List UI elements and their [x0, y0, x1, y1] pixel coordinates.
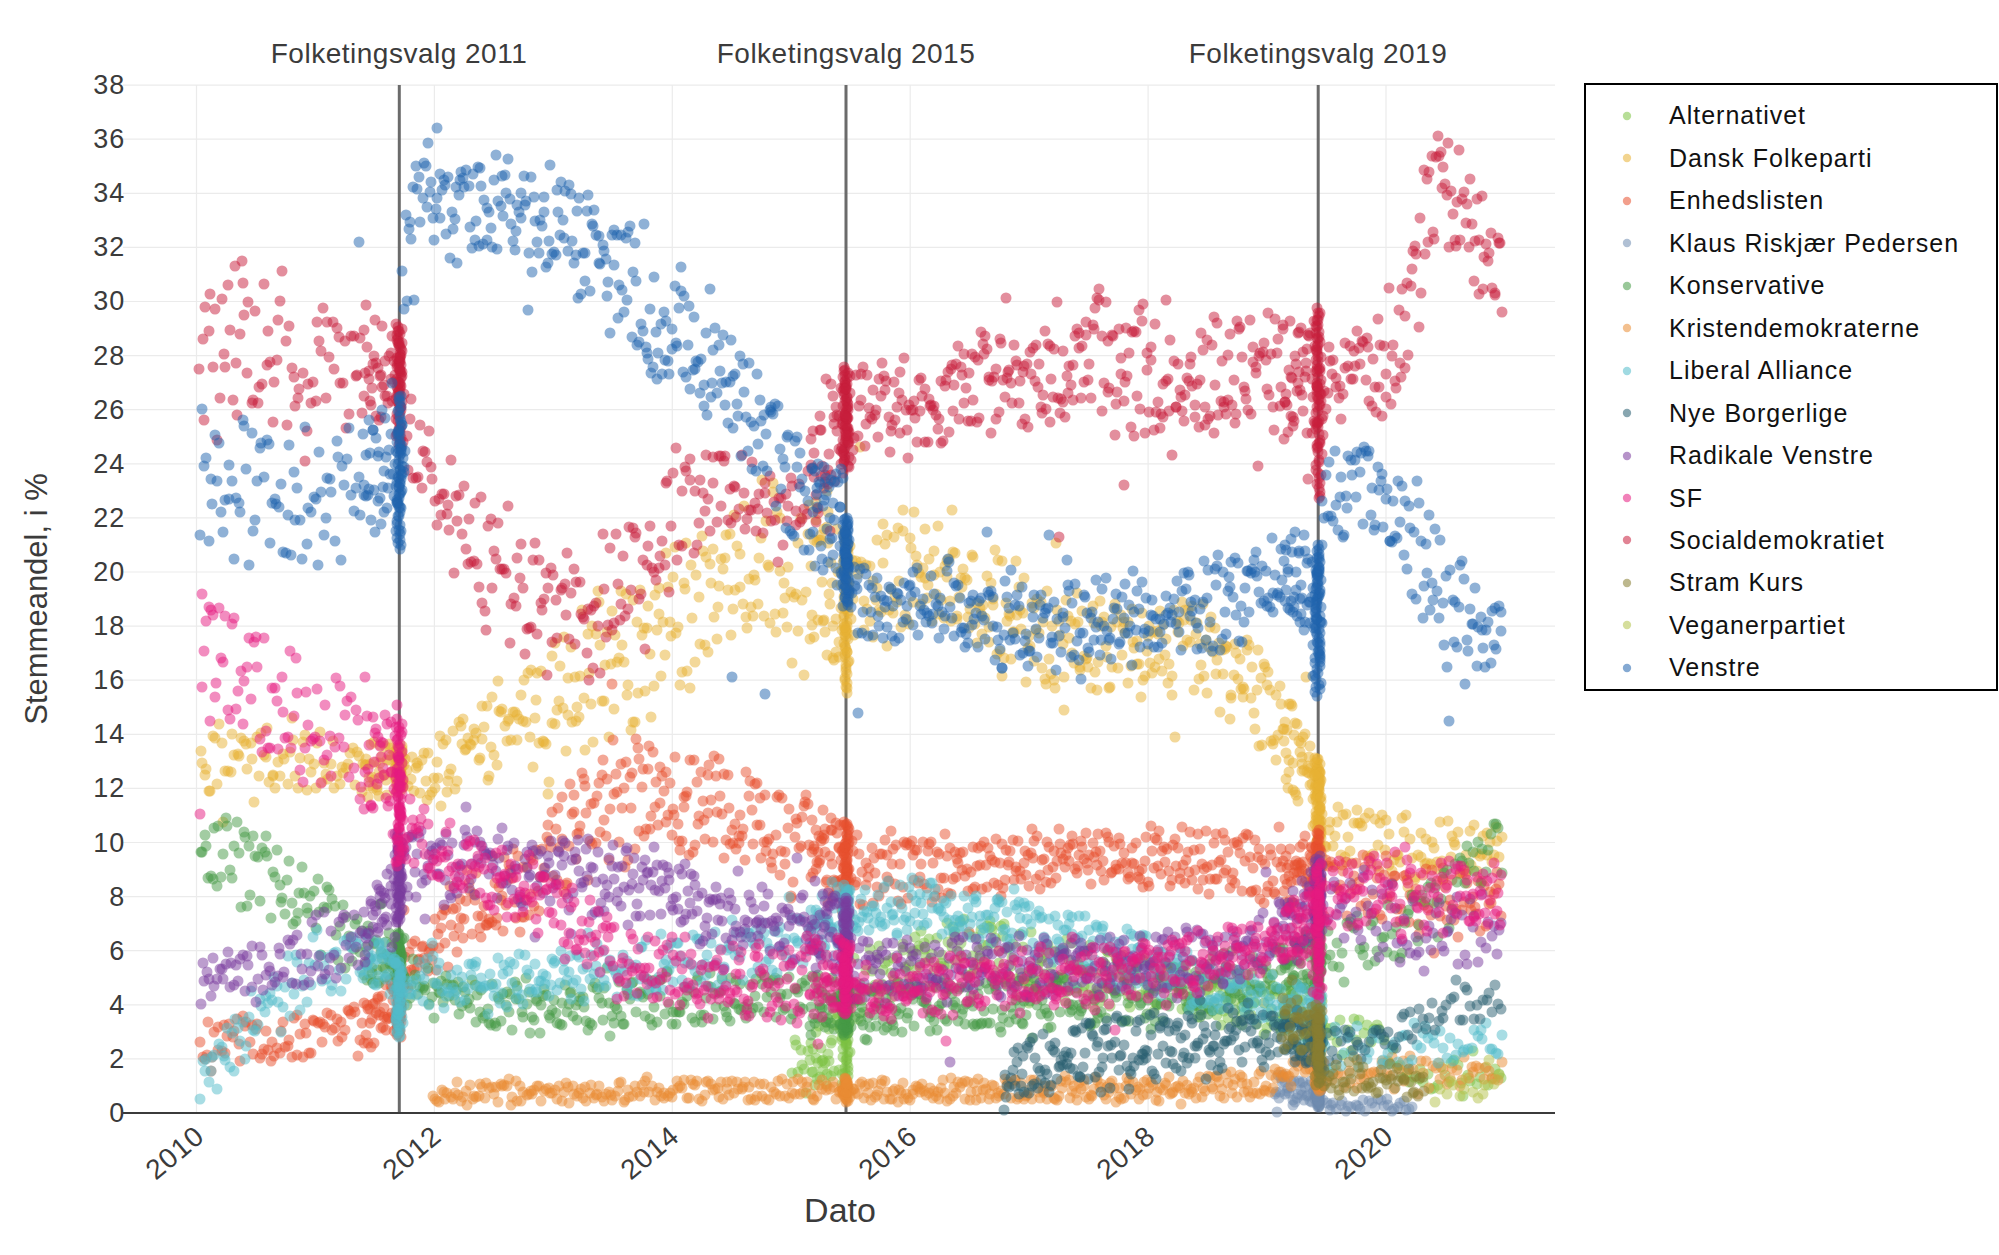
svg-text:2: 2 — [109, 1044, 125, 1074]
svg-text:8: 8 — [109, 882, 125, 912]
svg-text:36: 36 — [93, 124, 125, 154]
svg-text:22: 22 — [93, 503, 125, 533]
svg-text:26: 26 — [93, 395, 125, 425]
svg-text:2016: 2016 — [853, 1120, 923, 1186]
svg-text:2012: 2012 — [377, 1120, 447, 1186]
svg-text:Klaus Riskjær Pedersen: Klaus Riskjær Pedersen — [1669, 229, 1959, 257]
svg-text:Konservative: Konservative — [1669, 271, 1826, 299]
svg-text:4: 4 — [109, 990, 125, 1020]
svg-text:Dato: Dato — [804, 1191, 876, 1229]
svg-text:Folketingsvalg 2011: Folketingsvalg 2011 — [271, 38, 527, 69]
svg-text:Folketingsvalg 2019: Folketingsvalg 2019 — [1189, 38, 1448, 69]
svg-text:Radikale Venstre: Radikale Venstre — [1669, 441, 1874, 469]
svg-text:SF: SF — [1669, 484, 1703, 512]
svg-text:Folketingsvalg 2015: Folketingsvalg 2015 — [717, 38, 976, 69]
svg-text:Veganerpartiet: Veganerpartiet — [1669, 611, 1846, 639]
svg-text:6: 6 — [109, 936, 125, 966]
svg-text:Dansk Folkeparti: Dansk Folkeparti — [1669, 144, 1873, 172]
svg-text:34: 34 — [93, 178, 125, 208]
svg-text:Venstre: Venstre — [1669, 653, 1761, 681]
svg-text:Socialdemokratiet: Socialdemokratiet — [1669, 526, 1885, 554]
svg-text:Nye Borgerlige: Nye Borgerlige — [1669, 399, 1848, 427]
svg-text:Stemmeandel, i %: Stemmeandel, i % — [19, 473, 54, 725]
svg-text:0: 0 — [109, 1098, 125, 1128]
svg-text:Alternativet: Alternativet — [1669, 101, 1806, 129]
svg-text:16: 16 — [93, 665, 125, 695]
svg-text:28: 28 — [93, 341, 125, 371]
svg-text:20: 20 — [93, 557, 125, 587]
svg-text:2018: 2018 — [1091, 1120, 1161, 1186]
svg-text:12: 12 — [93, 773, 125, 803]
svg-text:24: 24 — [93, 449, 125, 479]
svg-text:2014: 2014 — [615, 1120, 685, 1186]
svg-text:32: 32 — [93, 232, 125, 262]
svg-text:Enhedslisten: Enhedslisten — [1669, 186, 1824, 214]
svg-text:2020: 2020 — [1329, 1120, 1399, 1186]
svg-text:Stram Kurs: Stram Kurs — [1669, 568, 1804, 596]
svg-text:Kristendemokraterne: Kristendemokraterne — [1669, 314, 1920, 342]
svg-text:Liberal Alliance: Liberal Alliance — [1669, 356, 1853, 384]
svg-text:10: 10 — [93, 828, 125, 858]
svg-text:14: 14 — [93, 719, 125, 749]
svg-text:38: 38 — [93, 70, 125, 100]
svg-text:2010: 2010 — [140, 1120, 210, 1186]
svg-text:30: 30 — [93, 286, 125, 316]
svg-text:18: 18 — [93, 611, 125, 641]
